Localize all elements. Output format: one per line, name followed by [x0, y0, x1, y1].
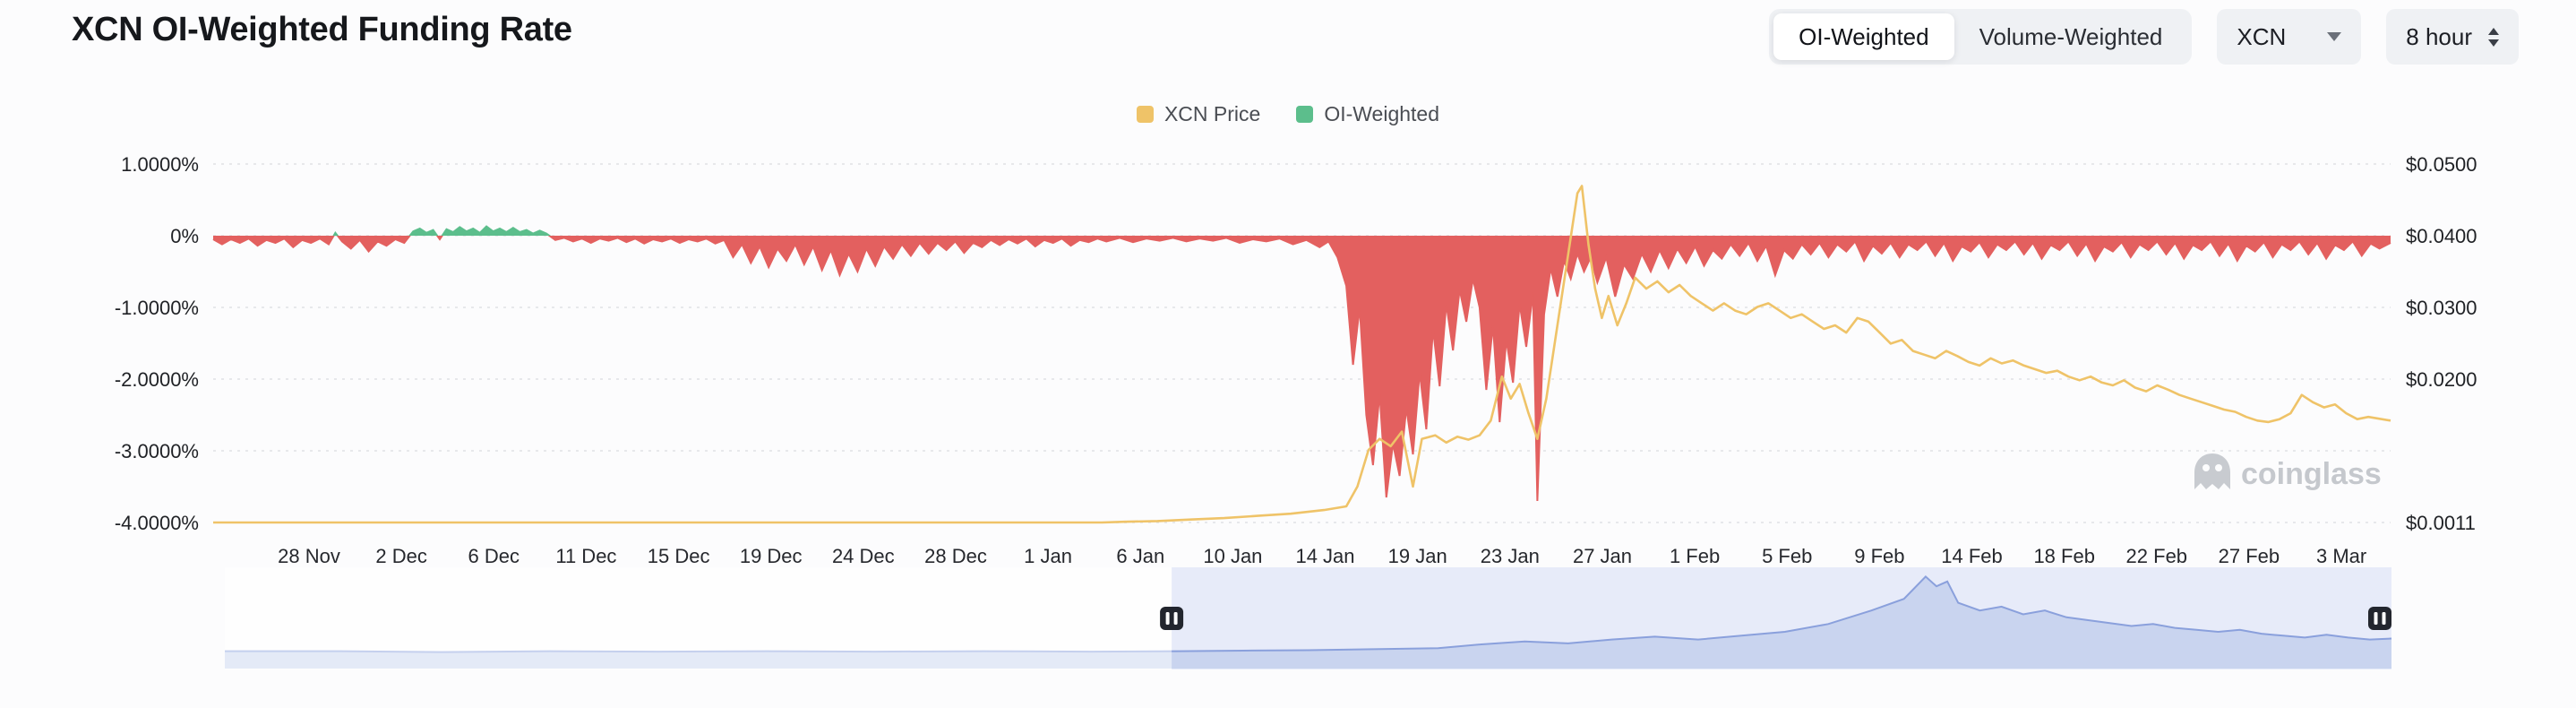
svg-text:18 Feb: 18 Feb [2033, 545, 2095, 567]
gridlines [213, 163, 2391, 523]
oi-weighted-swatch-icon [1296, 106, 1314, 123]
chevron-up-down-icon [2488, 27, 2499, 47]
svg-text:14 Jan: 14 Jan [1295, 545, 1354, 567]
svg-text:28 Dec: 28 Dec [924, 545, 987, 567]
svg-text:6 Jan: 6 Jan [1116, 545, 1164, 567]
svg-text:$0.0300: $0.0300 [2406, 297, 2477, 319]
svg-text:1 Feb: 1 Feb [1670, 545, 1720, 567]
svg-text:$0.0500: $0.0500 [2406, 153, 2477, 176]
symbol-select-value: XCN [2237, 22, 2287, 50]
legend-item-oi-weighted[interactable]: OI-Weighted [1296, 102, 1439, 126]
tab-volume-weighted[interactable]: Volume-Weighted [1979, 22, 2163, 50]
svg-text:28 Nov: 28 Nov [278, 545, 340, 567]
svg-text:coinglass: coinglass [2241, 457, 2382, 491]
svg-text:2 Dec: 2 Dec [375, 545, 426, 567]
svg-text:22 Feb: 22 Feb [2126, 545, 2188, 567]
x-axis-labels: 28 Nov 2 Dec 6 Dec 11 Dec 15 Dec 19 Dec 24 Dec… [278, 545, 2366, 567]
svg-text:10 Jan: 10 Jan [1203, 545, 1262, 567]
xcn-price-line [213, 185, 2391, 524]
svg-text:15 Dec: 15 Dec [648, 545, 710, 567]
svg-text:27 Feb: 27 Feb [2219, 545, 2280, 567]
svg-text:27 Jan: 27 Jan [1573, 545, 1632, 567]
svg-text:-1.0000%: -1.0000% [115, 297, 199, 319]
chevron-down-small-icon [2488, 39, 2499, 47]
oi-weighted-label: OI-Weighted [1324, 102, 1440, 125]
right-axis-labels: $0.0500 $0.0400 $0.0300 $0.0200 $0.0011 [2406, 153, 2477, 534]
svg-text:1.0000%: 1.0000% [121, 153, 199, 176]
legend-item-xcn-price[interactable]: XCN Price [1136, 102, 1261, 126]
symbol-select[interactable]: XCN [2217, 9, 2362, 65]
navigator [225, 567, 2392, 669]
svg-text:3 Mar: 3 Mar [2316, 545, 2366, 567]
svg-text:19 Jan: 19 Jan [1388, 545, 1447, 567]
left-axis-labels: 1.0000% 0% -1.0000% -2.0000% -3.0000% -4.0000… [115, 153, 199, 534]
interval-select-value: 8 hour [2406, 22, 2472, 50]
svg-text:$0.0011: $0.0011 [2406, 512, 2476, 534]
interval-select[interactable]: 8 hour [2386, 9, 2519, 65]
header-controls: OI-Weighted Volume-Weighted XCN 8 hour [1769, 9, 2519, 65]
svg-text:-2.0000%: -2.0000% [115, 368, 199, 391]
oi-weighted-series [212, 225, 2391, 502]
coinglass-watermark: coinglass [2194, 453, 2382, 491]
svg-text:-3.0000%: -3.0000% [115, 440, 199, 462]
svg-text:1 Jan: 1 Jan [1024, 545, 1072, 567]
navigator-unselected-mask [225, 567, 1172, 669]
tab-oi-weighted[interactable]: OI-Weighted [1773, 13, 1954, 60]
svg-text:14 Feb: 14 Feb [1941, 545, 2003, 567]
svg-text:11 Dec: 11 Dec [555, 545, 616, 567]
svg-text:9 Feb: 9 Feb [1854, 545, 1904, 567]
svg-text:19 Dec: 19 Dec [740, 545, 803, 567]
svg-text:6 Dec: 6 Dec [468, 545, 519, 567]
svg-text:24 Dec: 24 Dec [832, 545, 895, 567]
svg-text:$0.0200: $0.0200 [2406, 368, 2477, 391]
svg-text:-4.0000%: -4.0000% [115, 512, 199, 534]
xcn-price-label: XCN Price [1163, 102, 1261, 125]
svg-text:0%: 0% [170, 225, 199, 247]
navigator-right-handle[interactable] [2368, 607, 2391, 630]
svg-text:$0.0400: $0.0400 [2406, 225, 2477, 247]
page-title: XCN OI-Weighted Funding Rate [72, 11, 572, 48]
navigator-left-handle[interactable] [1160, 607, 1184, 630]
chevron-down-icon [2327, 32, 2342, 41]
weighting-toggle-group: OI-Weighted Volume-Weighted [1769, 9, 2193, 65]
chevron-up-icon [2488, 27, 2499, 35]
chart-legend: XCN Price OI-Weighted [0, 102, 2576, 126]
svg-text:23 Jan: 23 Jan [1481, 545, 1540, 567]
svg-text:5 Feb: 5 Feb [1762, 545, 1812, 567]
xcn-price-swatch-icon [1136, 106, 1154, 123]
